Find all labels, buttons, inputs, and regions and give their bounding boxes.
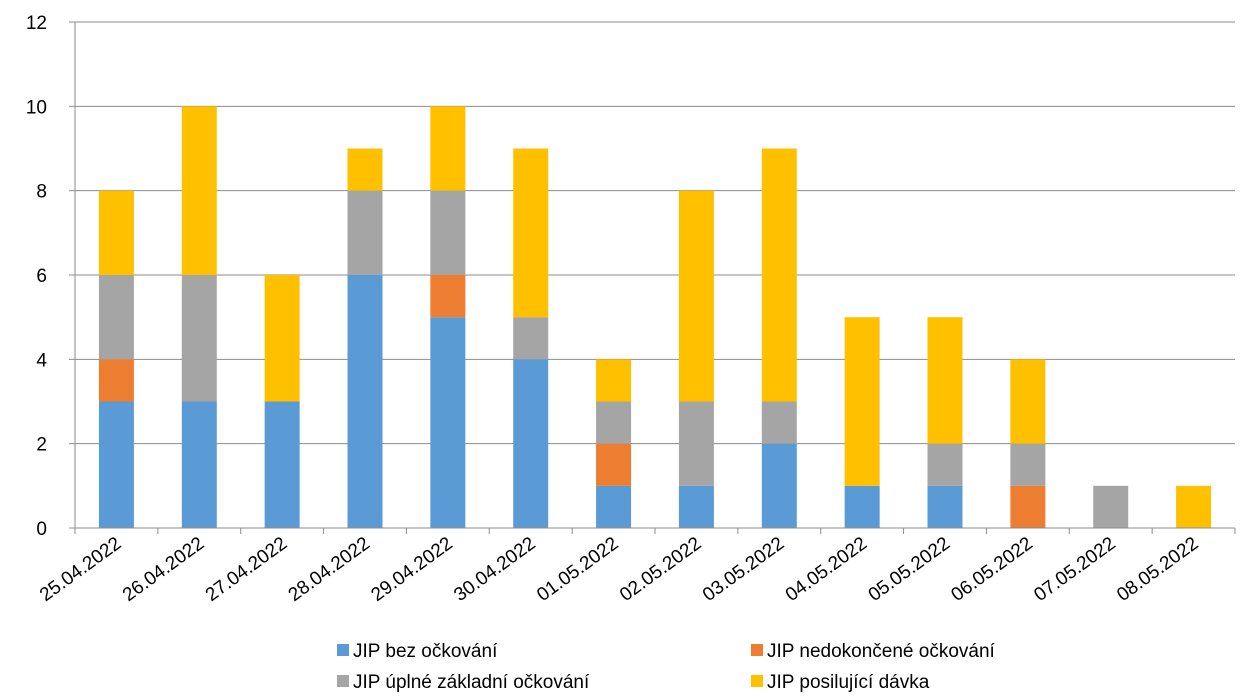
bar-segment — [347, 148, 383, 191]
bar-segment — [98, 190, 134, 275]
y-tick-label: 2 — [36, 435, 47, 456]
legend: JIP bez očkování JIP nedokončené očkování… — [337, 641, 996, 693]
y-tick-label: 6 — [36, 266, 47, 287]
bar-segment — [1010, 359, 1046, 444]
y-tick-labels: 0 2 4 6 8 10 12 — [26, 13, 48, 540]
bar-segment — [1010, 485, 1046, 528]
legend-label: JIP posilující dávka — [767, 672, 930, 693]
axes — [69, 21, 1236, 534]
legend-swatch — [337, 675, 349, 687]
bar-segment — [98, 275, 134, 360]
bar-segment — [678, 190, 714, 402]
bar-segment — [927, 317, 963, 444]
x-tick-label: 07.05.2022 — [1030, 533, 1119, 606]
x-tick-label: 29.04.2022 — [368, 533, 457, 606]
bar-segment — [430, 106, 466, 191]
y-tick-label: 10 — [26, 97, 47, 118]
x-tick-label: 27.04.2022 — [202, 533, 291, 606]
bars — [98, 106, 1212, 528]
legend-label: JIP bez očkování — [353, 641, 498, 662]
y-tick-label: 8 — [36, 182, 47, 203]
x-tick-label: 02.05.2022 — [616, 533, 705, 606]
bar-segment — [1093, 485, 1129, 528]
x-tick-label: 06.05.2022 — [948, 533, 1037, 606]
bar-segment — [181, 106, 217, 275]
bar-segment — [596, 359, 632, 402]
bar-segment — [844, 317, 880, 486]
bar-segment — [1010, 443, 1046, 486]
bar-segment — [347, 275, 383, 528]
bar-segment — [678, 485, 714, 528]
bar-segment — [181, 401, 217, 528]
bar-segment — [596, 443, 632, 486]
bar-segment — [596, 401, 632, 444]
y-tick-label: 4 — [36, 350, 47, 371]
bar-segment — [513, 317, 549, 360]
bar-segment — [430, 190, 466, 275]
legend-swatch — [751, 644, 763, 656]
x-tick-label: 01.05.2022 — [533, 533, 622, 606]
x-tick-label: 28.04.2022 — [285, 533, 374, 606]
bar-segment — [430, 317, 466, 528]
bar-segment — [844, 485, 880, 528]
x-tick-label: 26.04.2022 — [119, 533, 208, 606]
bar-segment — [264, 275, 300, 402]
x-tick-label: 08.05.2022 — [1113, 533, 1202, 606]
bar-segment — [761, 443, 797, 528]
x-tick-label: 30.04.2022 — [450, 533, 539, 606]
legend-label: JIP úplné základní očkování — [353, 672, 590, 693]
x-tick-label: 05.05.2022 — [865, 533, 954, 606]
bar-segment — [430, 275, 466, 318]
x-tick-label: 03.05.2022 — [699, 533, 788, 606]
y-tick-label: 0 — [36, 519, 47, 540]
bar-segment — [596, 485, 632, 528]
bar-segment — [927, 443, 963, 486]
legend-swatch — [751, 675, 763, 687]
bar-segment — [264, 401, 300, 528]
bar-segment — [1176, 485, 1212, 528]
bar-segment — [761, 148, 797, 402]
y-tick-label: 12 — [26, 13, 47, 34]
bar-segment — [181, 275, 217, 402]
x-tick-labels: 25.04.202226.04.202227.04.202228.04.2022… — [36, 533, 1202, 606]
bar-segment — [98, 359, 134, 402]
x-tick-label: 25.04.2022 — [36, 533, 125, 606]
bar-segment — [927, 485, 963, 528]
x-tick-label: 04.05.2022 — [782, 533, 871, 606]
legend-swatch — [337, 644, 349, 656]
legend-label: JIP nedokončené očkování — [767, 641, 996, 662]
bar-segment — [761, 401, 797, 444]
bar-segment — [347, 190, 383, 275]
bar-segment — [678, 401, 714, 486]
bar-segment — [513, 148, 549, 318]
gridlines — [75, 21, 1235, 445]
bar-segment — [98, 401, 134, 528]
bar-segment — [513, 359, 549, 528]
